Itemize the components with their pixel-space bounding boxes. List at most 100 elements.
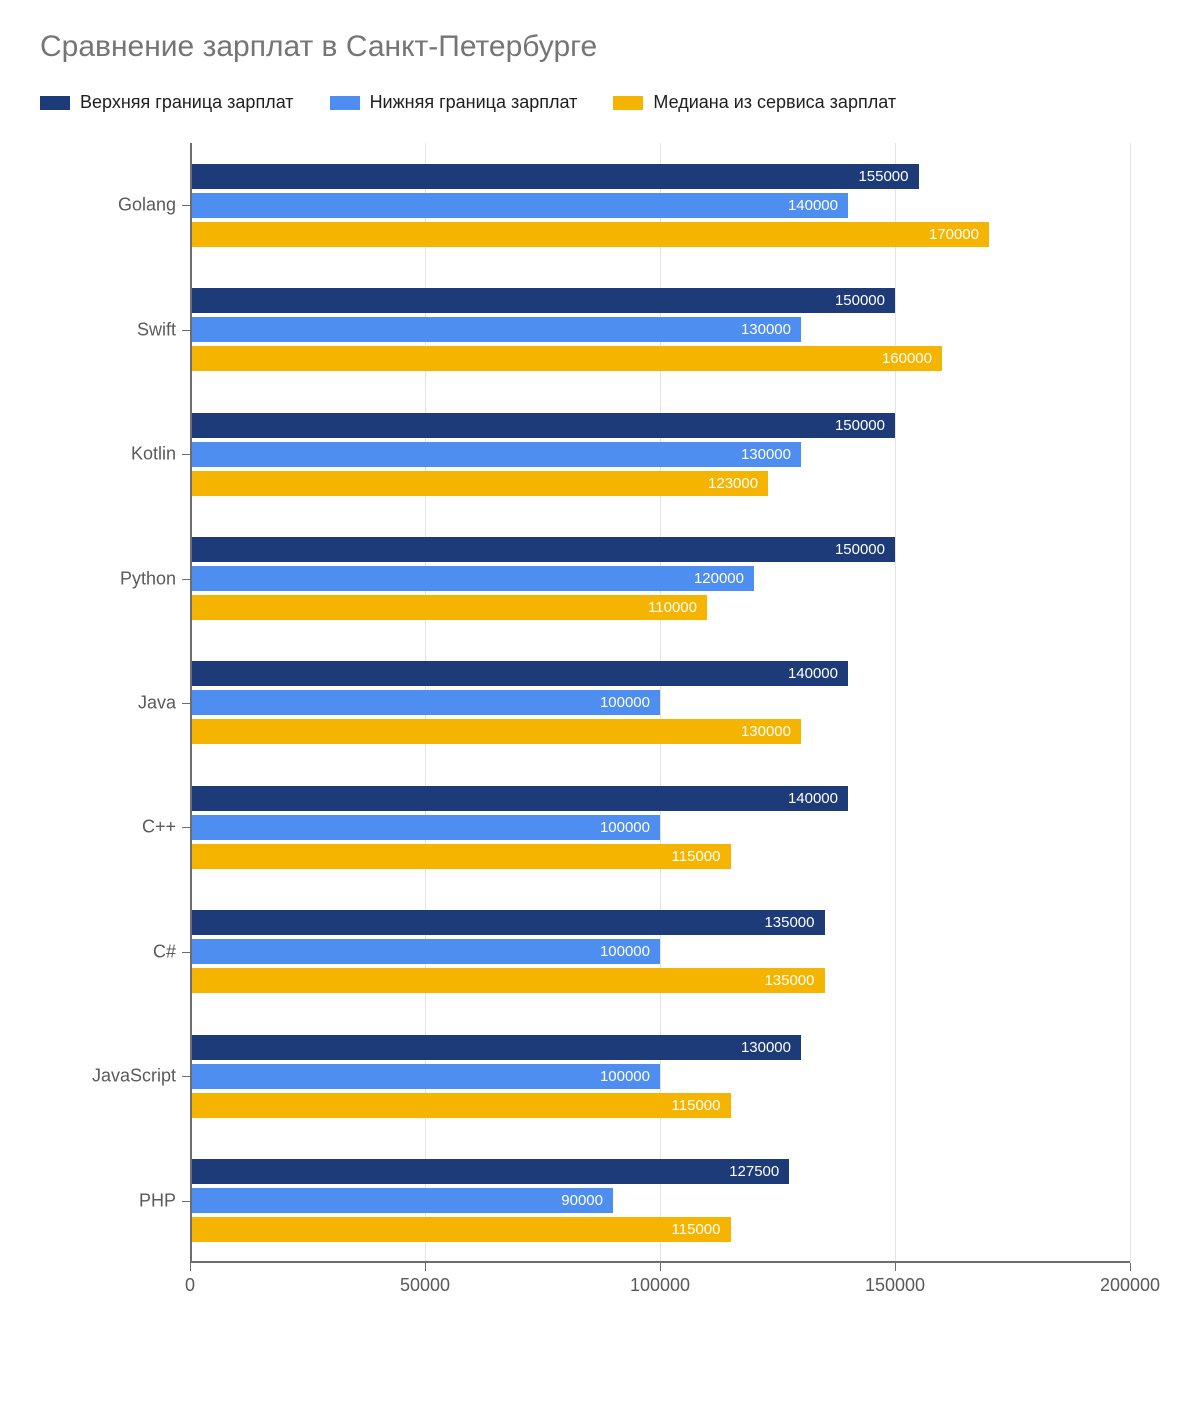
bar-upper: 150000	[190, 537, 895, 562]
bar-median: 110000	[190, 595, 707, 620]
plot-area: Golang155000140000170000Swift15000013000…	[190, 143, 1130, 1313]
legend-swatch	[330, 96, 360, 110]
bar-upper: 150000	[190, 288, 895, 313]
bar-lower: 100000	[190, 690, 660, 715]
y-tick-mark	[182, 454, 190, 455]
bar-value-label: 130000	[741, 1039, 791, 1056]
bar-value-label: 160000	[882, 350, 932, 367]
bar-median: 123000	[190, 471, 768, 496]
bar-value-label: 130000	[741, 446, 791, 463]
y-tick-mark	[182, 330, 190, 331]
bar-lower: 140000	[190, 193, 848, 218]
category-group: C++140000100000115000	[190, 765, 1130, 889]
bar-lower: 100000	[190, 815, 660, 840]
category-group: PHP12750090000115000	[190, 1139, 1130, 1263]
x-tick-mark	[1130, 1263, 1131, 1271]
bar-value-label: 115000	[672, 1221, 721, 1238]
bar-lower: 130000	[190, 317, 801, 342]
y-tick-mark	[182, 703, 190, 704]
x-tick-label: 100000	[630, 1275, 690, 1296]
bar-upper: 140000	[190, 661, 848, 686]
bar-value-label: 140000	[788, 665, 838, 682]
legend-item-median: Медиана из сервиса зарплат	[613, 92, 896, 113]
legend-item-lower: Нижняя граница зарплат	[330, 92, 578, 113]
legend-item-upper: Верхняя граница зарплат	[40, 92, 294, 113]
bar-value-label: 110000	[648, 599, 697, 616]
bar-median: 115000	[190, 1217, 731, 1242]
bar-median: 115000	[190, 1093, 731, 1118]
bar-value-label: 127500	[729, 1163, 779, 1180]
bar-median: 170000	[190, 222, 989, 247]
bars-region: Golang155000140000170000Swift15000013000…	[190, 143, 1130, 1263]
bar-value-label: 100000	[600, 943, 650, 960]
bar-median: 135000	[190, 968, 825, 993]
bar-lower: 130000	[190, 442, 801, 467]
bar-value-label: 140000	[788, 790, 838, 807]
bar-upper: 127500	[190, 1159, 789, 1184]
x-tick-mark	[190, 1263, 191, 1271]
bar-upper: 135000	[190, 910, 825, 935]
bar-upper: 140000	[190, 786, 848, 811]
legend-label: Нижняя граница зарплат	[370, 92, 578, 113]
y-tick-mark	[182, 1076, 190, 1077]
bar-value-label: 115000	[672, 848, 721, 865]
bar-value-label: 170000	[929, 226, 979, 243]
bar-value-label: 135000	[764, 972, 814, 989]
bar-value-label: 130000	[741, 723, 791, 740]
bar-value-label: 135000	[764, 914, 814, 931]
salary-chart: Сравнение зарплат в Санкт-Петербурге Вер…	[0, 0, 1200, 1404]
bar-value-label: 130000	[741, 321, 791, 338]
x-tick-label: 200000	[1100, 1275, 1160, 1296]
bar-lower: 120000	[190, 566, 754, 591]
bar-lower: 90000	[190, 1188, 613, 1213]
bar-value-label: 100000	[600, 1068, 650, 1085]
x-tick-mark	[895, 1263, 896, 1271]
bar-median: 160000	[190, 346, 942, 371]
bar-median: 115000	[190, 844, 731, 869]
bar-value-label: 90000	[561, 1192, 603, 1209]
y-tick-mark	[182, 1201, 190, 1202]
category-group: Python150000120000110000	[190, 516, 1130, 640]
bar-value-label: 150000	[835, 417, 885, 434]
y-tick-mark	[182, 827, 190, 828]
legend-swatch	[40, 96, 70, 110]
bar-value-label: 150000	[835, 541, 885, 558]
bar-value-label: 123000	[708, 475, 758, 492]
bar-value-label: 100000	[600, 694, 650, 711]
x-tick-mark	[660, 1263, 661, 1271]
category-label: JavaScript	[92, 1066, 190, 1087]
bar-lower: 100000	[190, 1064, 660, 1089]
category-label: Python	[120, 568, 190, 589]
bar-value-label: 115000	[672, 1097, 721, 1114]
bar-value-label: 140000	[788, 197, 838, 214]
legend-swatch	[613, 96, 643, 110]
y-tick-mark	[182, 579, 190, 580]
y-tick-mark	[182, 205, 190, 206]
x-axis-ticks: 050000100000150000200000	[190, 1263, 1130, 1313]
bar-upper: 155000	[190, 164, 919, 189]
category-group: Java140000100000130000	[190, 641, 1130, 765]
x-tick-mark	[425, 1263, 426, 1271]
bar-upper: 130000	[190, 1035, 801, 1060]
chart-legend: Верхняя граница зарплат Нижняя граница за…	[40, 92, 1160, 113]
category-group: JavaScript130000100000115000	[190, 1014, 1130, 1138]
bar-value-label: 155000	[858, 168, 908, 185]
category-group: Swift150000130000160000	[190, 267, 1130, 391]
bar-value-label: 120000	[694, 570, 744, 587]
x-tick-label: 150000	[865, 1275, 925, 1296]
bar-median: 130000	[190, 719, 801, 744]
bar-upper: 150000	[190, 413, 895, 438]
bar-lower: 100000	[190, 939, 660, 964]
chart-title: Сравнение зарплат в Санкт-Петербурге	[40, 30, 1160, 64]
gridline	[1130, 143, 1131, 1263]
bar-value-label: 100000	[600, 819, 650, 836]
category-label: Golang	[118, 195, 190, 216]
legend-label: Медиана из сервиса зарплат	[653, 92, 896, 113]
x-tick-label: 50000	[400, 1275, 450, 1296]
category-group: Golang155000140000170000	[190, 143, 1130, 267]
category-group: C#135000100000135000	[190, 890, 1130, 1014]
x-tick-label: 0	[185, 1275, 195, 1296]
y-tick-mark	[182, 952, 190, 953]
category-group: Kotlin150000130000123000	[190, 392, 1130, 516]
legend-label: Верхняя граница зарплат	[80, 92, 294, 113]
